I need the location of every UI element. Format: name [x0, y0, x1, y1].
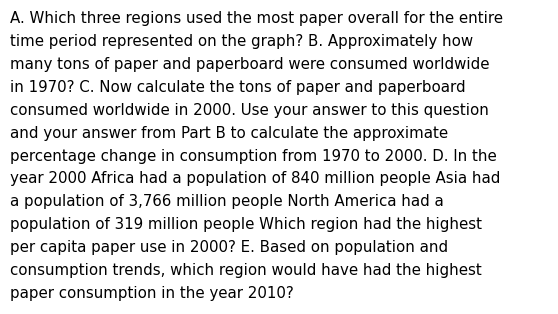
Text: and your answer from Part B to calculate the approximate: and your answer from Part B to calculate…: [10, 126, 448, 141]
Text: paper consumption in the year 2010?: paper consumption in the year 2010?: [10, 286, 294, 301]
Text: percentage change in consumption from 1970 to 2000. D. In the: percentage change in consumption from 19…: [10, 149, 497, 164]
Text: per capita paper use in 2000? E. Based on population and: per capita paper use in 2000? E. Based o…: [10, 240, 448, 255]
Text: in 1970? C. Now calculate the tons of paper and paperboard: in 1970? C. Now calculate the tons of pa…: [10, 80, 466, 95]
Text: time period represented on the graph? B. Approximately how: time period represented on the graph? B.…: [10, 34, 473, 49]
Text: A. Which three regions used the most paper overall for the entire: A. Which three regions used the most pap…: [10, 11, 503, 26]
Text: consumed worldwide in 2000. Use your answer to this question: consumed worldwide in 2000. Use your ans…: [10, 103, 489, 118]
Text: many tons of paper and paperboard were consumed worldwide: many tons of paper and paperboard were c…: [10, 57, 489, 72]
Text: a population of 3,766 million people North America had a: a population of 3,766 million people Nor…: [10, 194, 444, 209]
Text: year 2000 Africa had a population of 840 million people Asia had: year 2000 Africa had a population of 840…: [10, 171, 501, 187]
Text: population of 319 million people Which region had the highest: population of 319 million people Which r…: [10, 217, 482, 232]
Text: consumption trends, which region would have had the highest: consumption trends, which region would h…: [10, 263, 482, 278]
